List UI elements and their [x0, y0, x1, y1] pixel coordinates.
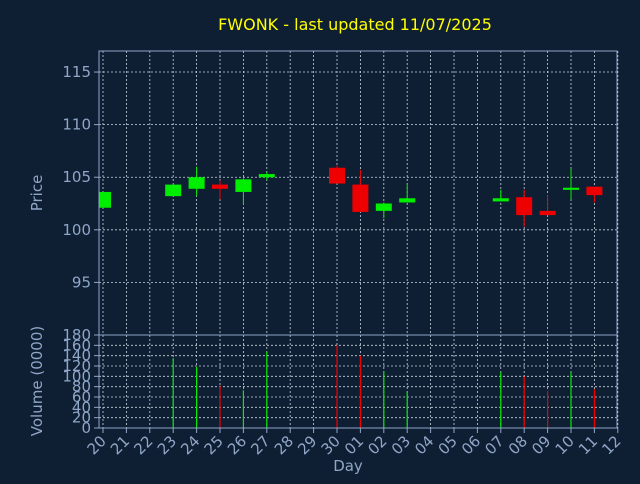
volume-tick-label: 60	[72, 388, 91, 406]
candle-body	[212, 184, 228, 189]
candle-body	[539, 210, 556, 216]
volume-tick-label: 0	[81, 419, 91, 437]
candle-body	[516, 197, 533, 216]
volume-plot-frame	[98, 334, 618, 429]
price-tick-label: 95	[72, 273, 91, 291]
price-axis-label: Price	[28, 175, 46, 212]
x-axis-label: Day	[333, 457, 363, 475]
chart-title: FWONK - last updated 11/07/2025	[218, 15, 492, 34]
volume-tick-label: 40	[72, 398, 91, 416]
volume-tick-label: 140	[62, 347, 91, 365]
candle-body	[258, 174, 275, 178]
candle-body	[563, 187, 579, 190]
candle-body	[352, 184, 369, 212]
price-tick-label: 110	[62, 116, 91, 134]
candle-body	[399, 198, 416, 203]
volume-axis-label: Volume (0000)	[28, 326, 46, 436]
candle-body	[329, 167, 345, 184]
candle-body	[99, 191, 111, 208]
volume-tick-label: 80	[72, 378, 91, 396]
candle-body	[235, 179, 252, 192]
candle-body	[375, 203, 392, 211]
volume-tick-label: 160	[62, 336, 91, 354]
volume-tick-label: 20	[72, 409, 91, 427]
candle-body	[492, 198, 509, 202]
price-tick-label: 115	[62, 63, 91, 81]
price-tick-label: 100	[62, 221, 91, 239]
candle-body	[586, 186, 603, 196]
candle-body	[165, 184, 182, 197]
volume-tick-label: 180	[62, 326, 91, 344]
price-tick-label: 105	[62, 168, 91, 186]
volume-tick-label: 100	[62, 367, 91, 385]
candle-body	[188, 177, 205, 189]
volume-tick-label: 120	[62, 357, 91, 375]
